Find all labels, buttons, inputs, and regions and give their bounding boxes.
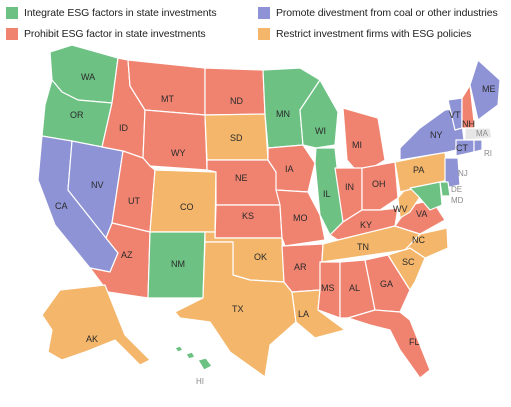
state-label-ma: MA: [476, 129, 489, 138]
legend-swatch-restrict: [258, 28, 270, 40]
state-label-tx: TX: [232, 304, 244, 314]
state-label-wa: WA: [81, 72, 95, 82]
legend-item-promote: Promote divestment from coal or other in…: [258, 5, 498, 21]
state-label-ut: UT: [128, 196, 140, 206]
state-ak[interactable]: [41, 284, 151, 366]
state-label-or: OR: [70, 110, 84, 120]
state-label-la: LA: [298, 309, 309, 319]
state-ks[interactable]: [214, 204, 283, 239]
state-nj[interactable]: [444, 157, 461, 189]
state-wi[interactable]: [299, 79, 339, 149]
state-tx[interactable]: [174, 241, 297, 378]
legend-label: Restrict investment firms with ESG polic…: [276, 28, 472, 40]
legend-label: Prohibit ESG factor in state investments: [24, 28, 206, 40]
state-label-mn: MN: [276, 109, 290, 119]
state-ri[interactable]: [473, 139, 483, 153]
state-label-nj: NJ: [458, 169, 468, 178]
state-label-nh: NH: [462, 119, 475, 129]
state-label-ct: CT: [456, 143, 468, 153]
state-label-ky: KY: [360, 220, 372, 230]
state-label-id: ID: [119, 123, 129, 133]
state-label-ms: MS: [321, 283, 335, 293]
state-fl[interactable]: [347, 309, 431, 379]
state-label-mi: MI: [352, 140, 362, 150]
state-label-nm: NM: [171, 259, 185, 269]
state-ga[interactable]: [364, 254, 411, 313]
state-label-me: ME: [482, 84, 496, 94]
state-co[interactable]: [149, 169, 217, 233]
state-label-wi: WI: [315, 126, 326, 136]
legend-item-integrate: Integrate ESG factors in state investmen…: [6, 5, 217, 21]
legend-swatch-integrate: [6, 7, 18, 19]
state-label-hi: HI: [196, 377, 204, 386]
legend: Integrate ESG factors in state investmen…: [6, 4, 506, 44]
state-label-ny: NY: [430, 130, 443, 140]
state-label-vt: VT: [449, 110, 461, 120]
state-hi-island[interactable]: [185, 351, 196, 360]
state-label-ia: IA: [285, 164, 294, 174]
legend-item-prohibit: Prohibit ESG factor in state investments: [6, 26, 206, 42]
state-label-ks: KS: [242, 211, 254, 221]
state-label-ne: NE: [235, 173, 248, 183]
state-label-ak: AK: [86, 334, 98, 344]
state-label-mt: MT: [161, 94, 174, 104]
legend-swatch-prohibit: [6, 28, 18, 40]
state-ms[interactable]: [317, 261, 341, 319]
state-me[interactable]: [469, 59, 501, 121]
state-label-sd: SD: [230, 133, 243, 143]
state-label-wy: WY: [171, 148, 186, 158]
state-label-wv: WV: [393, 204, 408, 214]
state-label-nd: ND: [230, 96, 243, 106]
state-label-in: IN: [345, 182, 354, 192]
state-label-il: IL: [323, 189, 331, 199]
state-label-ar: AR: [294, 262, 307, 272]
state-label-pa: PA: [413, 165, 424, 175]
state-label-ri: RI: [484, 149, 492, 158]
state-label-al: AL: [349, 283, 360, 293]
legend-label: Integrate ESG factors in state investmen…: [24, 7, 217, 19]
state-label-nc: NC: [412, 235, 425, 245]
state-label-tn: TN: [357, 242, 369, 252]
state-label-ok: OK: [254, 252, 267, 262]
state-wy[interactable]: [142, 109, 208, 171]
legend-item-restrict: Restrict investment firms with ESG polic…: [258, 26, 471, 42]
state-label-co: CO: [180, 202, 194, 212]
state-label-ca: CA: [55, 201, 68, 211]
state-label-mo: MO: [293, 213, 308, 223]
state-label-nv: NV: [91, 180, 104, 190]
state-label-va: VA: [416, 209, 427, 219]
state-label-az: AZ: [121, 250, 133, 260]
state-label-fl: FL: [409, 337, 420, 347]
state-label-sc: SC: [402, 257, 415, 267]
state-label-md: MD: [451, 196, 464, 205]
state-mo[interactable]: [275, 189, 326, 247]
state-md[interactable]: [409, 181, 443, 211]
state-hi-island[interactable]: [197, 357, 213, 371]
legend-swatch-promote: [258, 7, 270, 19]
state-label-de: DE: [451, 185, 462, 194]
state-label-ga: GA: [380, 279, 393, 289]
legend-label: Promote divestment from coal or other in…: [276, 7, 498, 19]
state-oh[interactable]: [361, 161, 399, 211]
state-label-oh: OH: [372, 179, 386, 189]
state-nd[interactable]: [204, 67, 266, 116]
state-hi[interactable]: [174, 345, 184, 353]
state-ma[interactable]: [464, 127, 493, 141]
